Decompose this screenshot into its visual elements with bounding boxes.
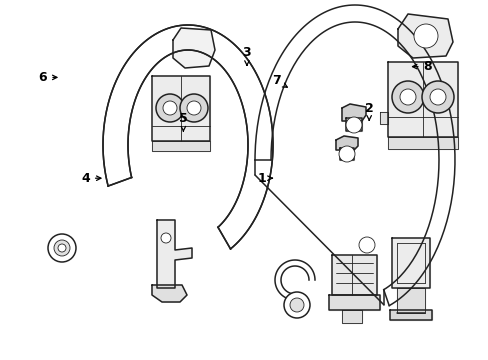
Polygon shape — [397, 14, 452, 58]
Text: 2: 2 — [364, 102, 373, 120]
Text: 3: 3 — [242, 46, 251, 65]
Circle shape — [429, 89, 445, 105]
Polygon shape — [152, 285, 186, 302]
Polygon shape — [387, 137, 457, 149]
Circle shape — [358, 237, 374, 253]
Text: 6: 6 — [39, 71, 57, 84]
Polygon shape — [173, 28, 215, 68]
Text: 4: 4 — [81, 172, 101, 185]
Polygon shape — [379, 112, 387, 124]
Polygon shape — [152, 76, 209, 141]
Polygon shape — [103, 25, 272, 249]
Circle shape — [54, 240, 70, 256]
Polygon shape — [331, 255, 376, 295]
Circle shape — [399, 89, 415, 105]
Polygon shape — [341, 104, 365, 121]
Polygon shape — [152, 141, 209, 151]
Text: 5: 5 — [179, 112, 187, 131]
Text: 7: 7 — [271, 75, 287, 87]
Polygon shape — [389, 310, 431, 320]
Text: 1: 1 — [257, 172, 272, 185]
Circle shape — [346, 117, 361, 133]
Polygon shape — [341, 310, 361, 323]
Circle shape — [156, 94, 183, 122]
Circle shape — [421, 81, 453, 113]
Polygon shape — [391, 238, 429, 288]
Circle shape — [180, 94, 207, 122]
Circle shape — [161, 233, 171, 243]
Circle shape — [48, 234, 76, 262]
Polygon shape — [328, 295, 379, 310]
Circle shape — [391, 81, 423, 113]
Circle shape — [58, 244, 66, 252]
Polygon shape — [346, 118, 361, 131]
Polygon shape — [335, 136, 357, 150]
Circle shape — [413, 24, 437, 48]
Circle shape — [186, 101, 201, 115]
Polygon shape — [387, 62, 457, 137]
Polygon shape — [157, 220, 192, 288]
Circle shape — [289, 298, 304, 312]
Circle shape — [284, 292, 309, 318]
Circle shape — [338, 146, 354, 162]
Polygon shape — [254, 5, 454, 306]
Polygon shape — [339, 148, 353, 160]
Circle shape — [163, 101, 177, 115]
Text: 8: 8 — [412, 60, 431, 73]
Polygon shape — [396, 288, 424, 313]
